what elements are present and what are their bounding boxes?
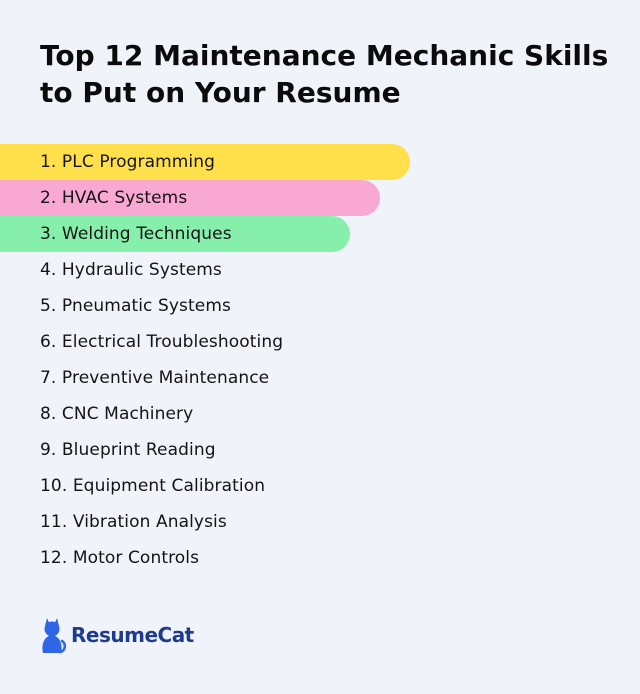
skill-label: 9. Blueprint Reading: [40, 440, 216, 460]
skill-label: 4. Hydraulic Systems: [40, 260, 222, 280]
skill-item: 3. Welding Techniques: [0, 216, 640, 252]
skill-label: 3. Welding Techniques: [40, 224, 232, 244]
skill-item: 9. Blueprint Reading: [0, 432, 640, 468]
cat-icon: [42, 618, 66, 654]
skill-highlight: [0, 216, 350, 252]
skill-item: 8. CNC Machinery: [0, 396, 640, 432]
resumecat-logo: ResumeCat: [38, 614, 194, 656]
skill-item: 7. Preventive Maintenance: [0, 360, 640, 396]
skill-highlight: [0, 144, 410, 180]
skill-item: 2. HVAC Systems: [0, 180, 640, 216]
skill-highlight: [0, 180, 380, 216]
skill-item: 12. Motor Controls: [0, 540, 640, 576]
skill-item: 10. Equipment Calibration: [0, 468, 640, 504]
skill-item: 6. Electrical Troubleshooting: [0, 324, 640, 360]
skill-label: 5. Pneumatic Systems: [40, 296, 231, 316]
skill-item: 4. Hydraulic Systems: [0, 252, 640, 288]
skill-label: 7. Preventive Maintenance: [40, 368, 270, 388]
skill-item: 11. Vibration Analysis: [0, 504, 640, 540]
skill-label: 8. CNC Machinery: [40, 404, 194, 424]
skills-list: 1. PLC Programming 2. HVAC Systems 3. We…: [0, 144, 640, 576]
logo-text: ResumeCat: [71, 623, 194, 647]
skill-label: 12. Motor Controls: [40, 548, 200, 568]
skill-item: 5. Pneumatic Systems: [0, 288, 640, 324]
skill-label: 1. PLC Programming: [40, 152, 215, 172]
skill-label: 6. Electrical Troubleshooting: [40, 332, 284, 352]
skill-label: 2. HVAC Systems: [40, 188, 188, 208]
page-title: Top 12 Maintenance Mechanic Skills to Pu…: [40, 39, 609, 109]
skill-item: 1. PLC Programming: [0, 144, 640, 180]
skill-label: 11. Vibration Analysis: [40, 512, 227, 532]
skill-label: 10. Equipment Calibration: [40, 476, 266, 496]
